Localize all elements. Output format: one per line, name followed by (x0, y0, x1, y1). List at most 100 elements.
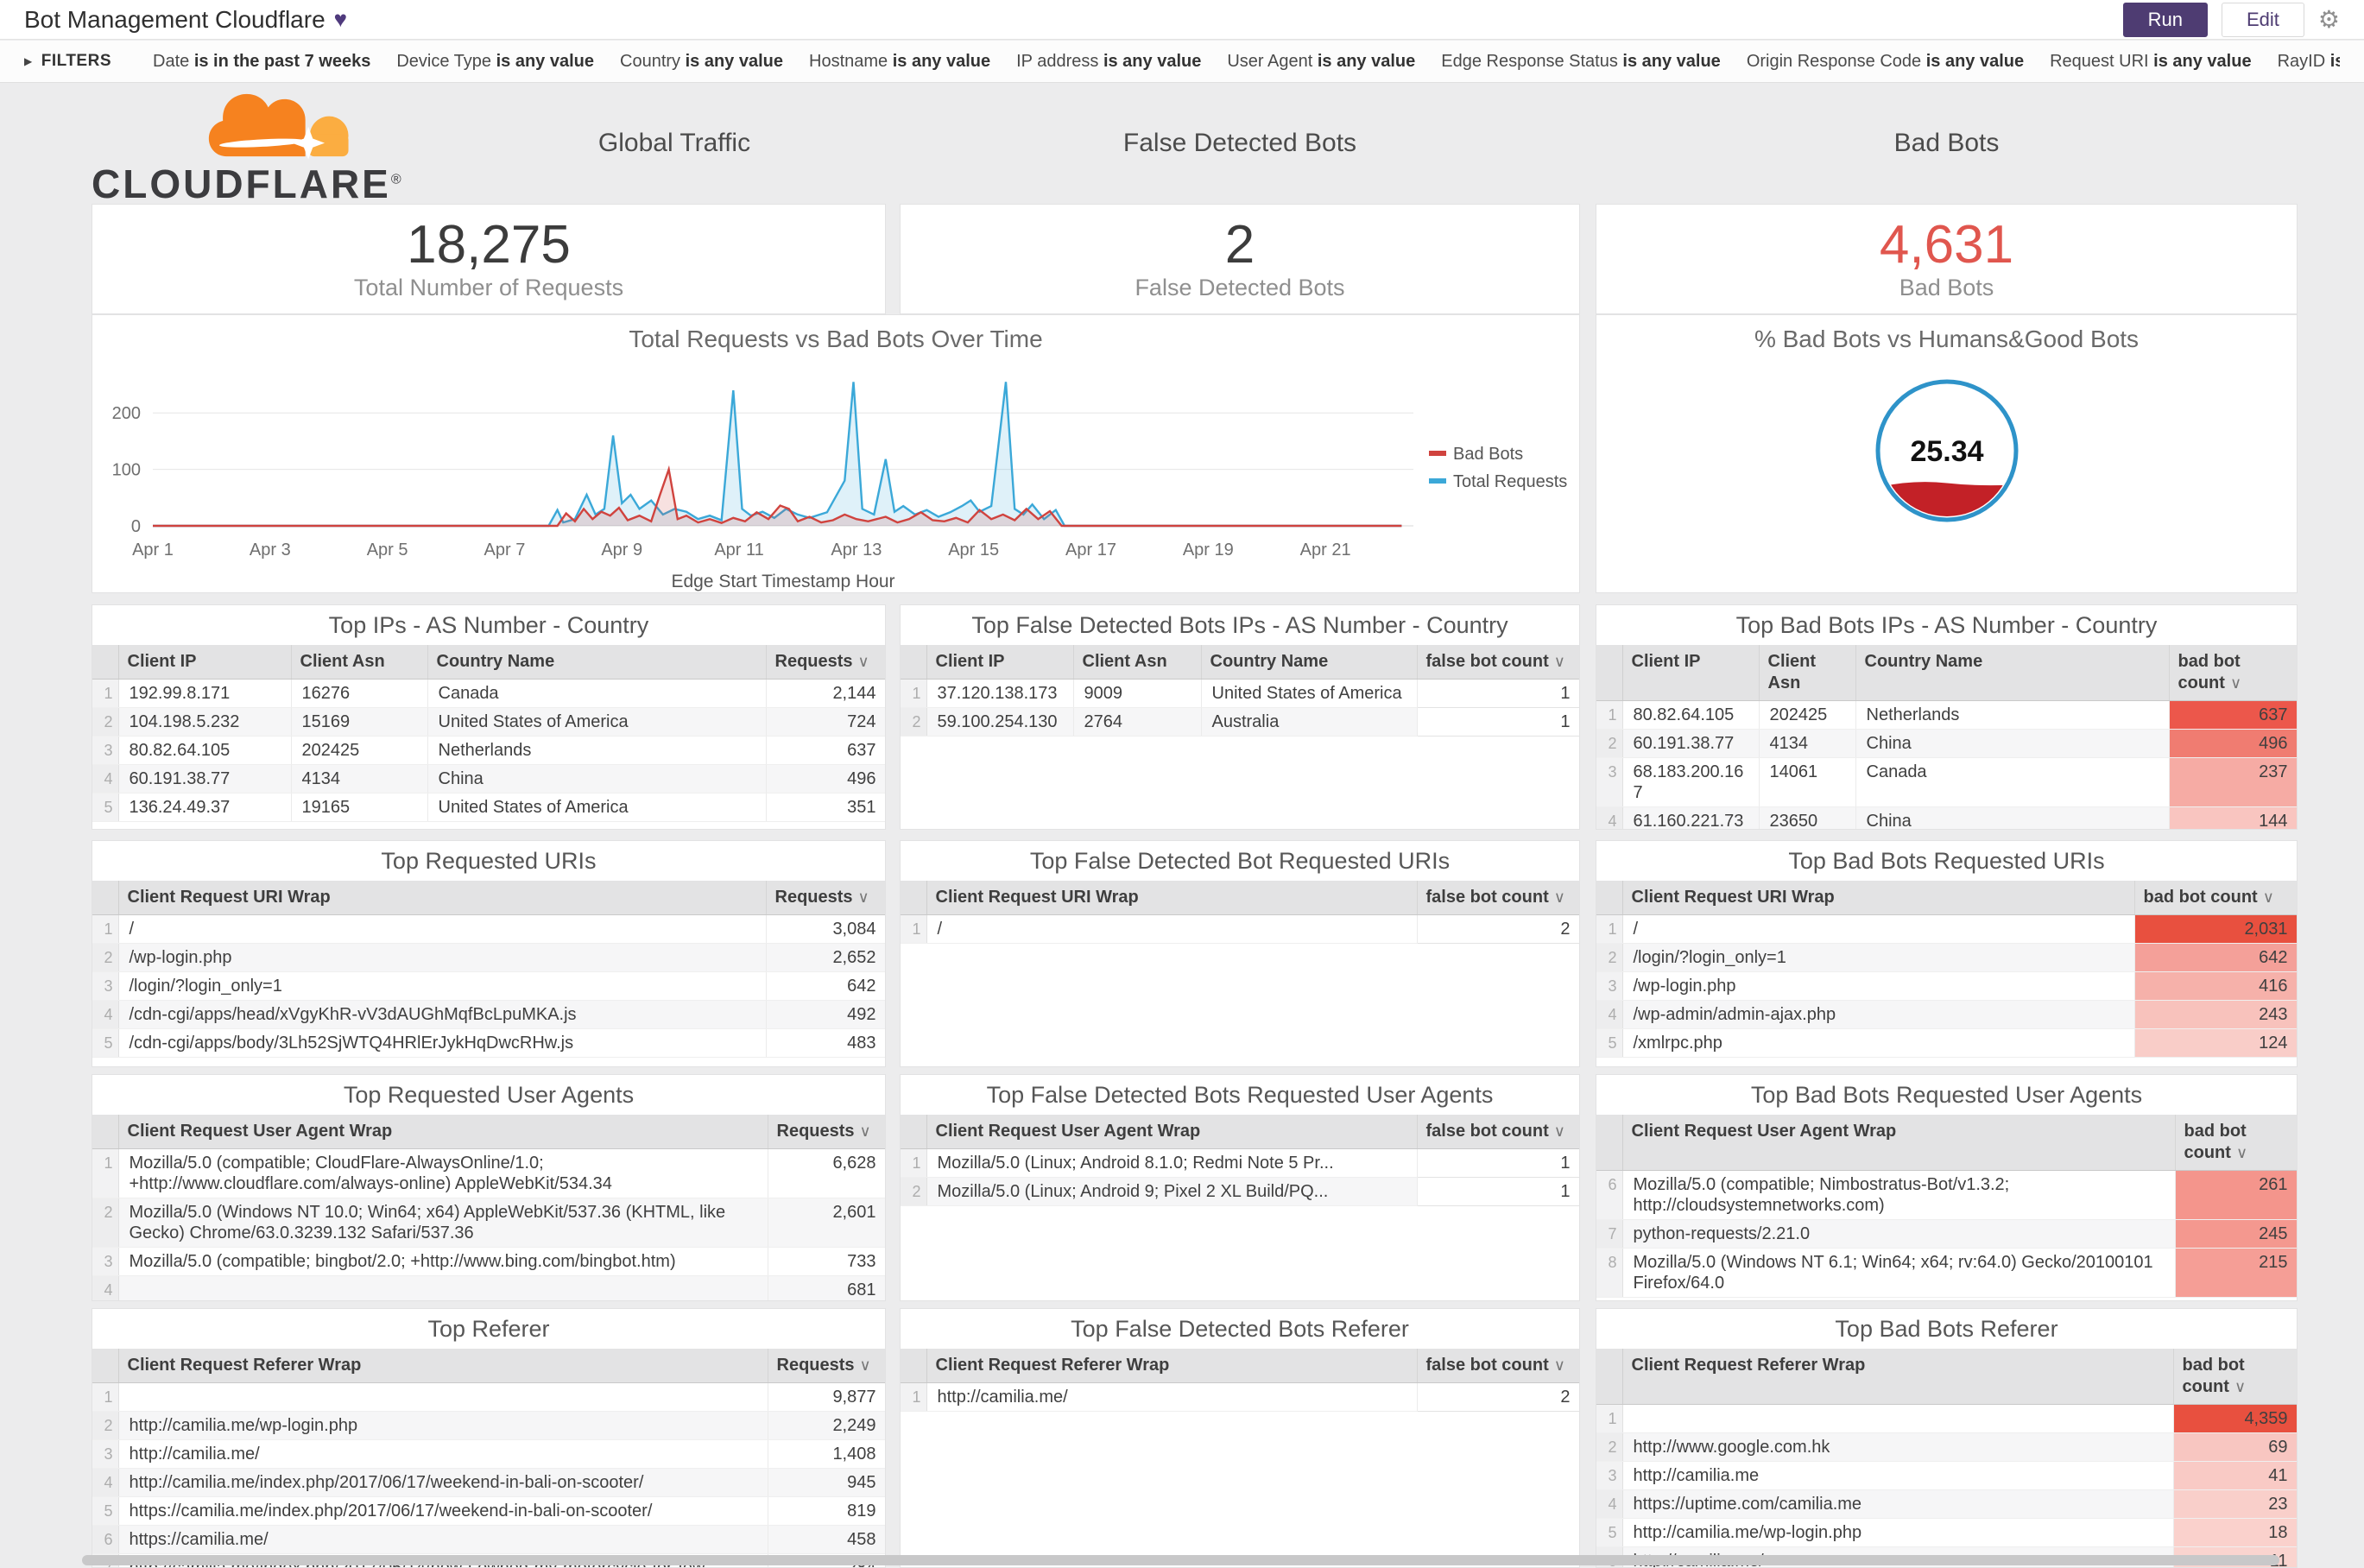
legend-label: Total Requests (1453, 472, 1567, 491)
column-header-country-name[interactable]: Country Name (1201, 645, 1418, 680)
column-header-label: false bot count (1425, 1122, 1549, 1141)
data-cell: /login/?login_only=1 (118, 971, 767, 1001)
column-header-requests[interactable]: Requests ∨ (766, 645, 885, 680)
row-number: 3 (92, 1439, 119, 1469)
column-header-country-name[interactable]: Country Name (427, 645, 767, 680)
column-header-false-bot-count[interactable]: false bot count ∨ (1417, 1349, 1579, 1383)
row-number-header (92, 881, 119, 915)
column-header-false-bot-count[interactable]: false bot count ∨ (1417, 1115, 1579, 1149)
gear-icon[interactable]: ⚙ (2317, 5, 2340, 33)
column-header-requests[interactable]: Requests ∨ (766, 881, 885, 915)
column-header-client-ip[interactable]: Client IP (1622, 645, 1760, 701)
table-title: Top Referer (427, 1316, 550, 1342)
sort-desc-icon: ∨ (857, 888, 869, 906)
x-tick-label: Apr 21 (1300, 541, 1351, 560)
data-cell (118, 1382, 768, 1412)
column-header-label: Requests (774, 888, 853, 907)
row-number: 7 (1596, 1219, 1623, 1249)
filter-item[interactable]: Request URI is any value (2050, 51, 2252, 71)
column-header-bad-bot-count[interactable]: bad bot count ∨ (2173, 1349, 2297, 1405)
filters-label: FILTERS (41, 52, 111, 70)
filter-item[interactable]: RayID is any value (2277, 51, 2340, 71)
horizontal-scrollbar[interactable] (82, 1555, 2279, 1565)
chart-title: Total Requests vs Bad Bots Over Time (629, 326, 1043, 352)
column-header-false-bot-count[interactable]: false bot count ∨ (1417, 645, 1579, 680)
filter-item[interactable]: IP address is any value (1016, 51, 1202, 71)
column-header-client-ip[interactable]: Client IP (926, 645, 1074, 680)
column-header-label: Requests (776, 1122, 855, 1141)
row-number: 4 (92, 1000, 119, 1029)
column-header-client-ip[interactable]: Client IP (118, 645, 292, 680)
count-cell: 945 (768, 1468, 885, 1497)
filter-item[interactable]: Hostname is any value (809, 51, 991, 71)
table-title: Top False Detected Bot Requested URIs (1029, 848, 1451, 874)
row-number: 1 (1596, 914, 1623, 944)
column-header-client-request-referer-wrap[interactable]: Client Request Referer Wrap (1622, 1349, 2174, 1405)
column-header-client-request-uri-wrap[interactable]: Client Request URI Wrap (926, 881, 1418, 915)
data-cell: http://camilia.me/wp-login.php (1622, 1518, 2174, 1547)
count-cell: 245 (2175, 1219, 2297, 1249)
data-cell: 202425 (1759, 700, 1856, 730)
data-table: Client Request Referer Wrap bad bot count… (1596, 1349, 2297, 1567)
table-row: 1 4,359 (1596, 1404, 2297, 1433)
table-title: Top Bad Bots IPs - AS Number - Country (1735, 612, 2158, 638)
filter-item[interactable]: Country is any value (620, 51, 783, 71)
table-top-false-detected-bots-ips: Top False Detected Bots IPs - AS Number … (900, 604, 1580, 830)
column-header-bad-bot-count[interactable]: bad bot count ∨ (2134, 881, 2297, 915)
data-cell: United States of America (427, 793, 767, 822)
count-cell: 2,249 (768, 1411, 885, 1440)
data-table: Client Request Referer Wrap false bot cou… (901, 1349, 1579, 1412)
edit-button[interactable]: Edit (2221, 2, 2304, 37)
x-axis-label: Edge Start Timestamp Hour (671, 572, 894, 591)
column-header-client-request-referer-wrap[interactable]: Client Request Referer Wrap (118, 1349, 768, 1383)
filter-item[interactable]: Date is in the past 7 weeks (153, 51, 371, 71)
x-tick-label: Apr 5 (367, 541, 408, 560)
line-chart: 0 100 200 Apr 1 Apr 3 Apr 5 Apr 7 Apr 9 Apr 11 Ap… (92, 353, 1579, 592)
column-header-false-bot-count[interactable]: false bot count ∨ (1417, 881, 1579, 915)
data-cell: / (1622, 914, 2135, 944)
row-number-header (1596, 645, 1623, 701)
count-cell: 1 (1416, 1148, 1579, 1178)
data-table: Client Request User Agent Wrap bad bot co… (1596, 1115, 2297, 1298)
bad-bots-line (153, 465, 1402, 528)
filter-item[interactable]: Origin Response Code is any value (1746, 51, 2025, 71)
column-header-requests[interactable]: Requests ∨ (768, 1349, 885, 1383)
run-button[interactable]: Run (2122, 2, 2208, 37)
count-cell: 416 (2134, 971, 2297, 1001)
column-header-bad-bot-count[interactable]: bad bot count ∨ (2169, 645, 2297, 701)
stat-card-bad-bots: 4,631 Bad Bots (1596, 204, 2298, 314)
column-header-label: Client Request User Agent Wrap (127, 1122, 393, 1141)
count-cell: 2,652 (766, 943, 885, 972)
legend-item-bad-bots[interactable]: Bad Bots (1429, 445, 1523, 464)
column-header-country-name[interactable]: Country Name (1855, 645, 2170, 701)
filter-item[interactable]: Device Type is any value (396, 51, 594, 71)
column-header-client-asn[interactable]: Client Asn (291, 645, 428, 680)
row-number: 2 (92, 1411, 119, 1440)
filters-toggle[interactable]: ▶ FILTERS (24, 52, 111, 71)
column-header-client-asn[interactable]: Client Asn (1759, 645, 1856, 701)
table-row: 1 Mozilla/5.0 (Linux; Android 8.1.0; Redm… (901, 1148, 1579, 1178)
data-table: Client Request URI Wrap bad bot count ∨ 1/2… (1596, 881, 2297, 1058)
filter-item[interactable]: Edge Response Status is any value (1441, 51, 1721, 71)
table-row: 2/login/?login_only=1 642 (1596, 943, 2297, 972)
column-header-client-request-uri-wrap[interactable]: Client Request URI Wrap (118, 881, 767, 915)
column-header-client-request-user-agent-wrap[interactable]: Client Request User Agent Wrap (1622, 1115, 2176, 1171)
data-cell: Mozilla/5.0 (Linux; Android 9; Pixel 2 X… (926, 1177, 1418, 1206)
legend-item-total-requests[interactable]: Total Requests (1429, 472, 1567, 491)
column-header-bad-bot-count[interactable]: bad bot count ∨ (2175, 1115, 2297, 1171)
data-table: Client Request URI Wrap Requests ∨ 1/3,084 2… (92, 881, 885, 1058)
filter-item[interactable]: User Agent is any value (1227, 51, 1416, 71)
column-header-client-request-user-agent-wrap[interactable]: Client Request User Agent Wrap (926, 1115, 1418, 1149)
column-header-client-request-referer-wrap[interactable]: Client Request Referer Wrap (926, 1349, 1418, 1383)
count-cell: 18 (2173, 1518, 2297, 1547)
count-cell: 2,144 (766, 679, 885, 708)
count-cell: 2 (1416, 914, 1579, 944)
total-requests-label: Total Number of Requests (353, 275, 624, 301)
column-header-client-asn[interactable]: Client Asn (1073, 645, 1202, 680)
column-header-client-request-uri-wrap[interactable]: Client Request URI Wrap (1622, 881, 2135, 915)
row-number-header (92, 645, 119, 680)
column-header-requests[interactable]: Requests ∨ (768, 1115, 885, 1149)
count-cell: 237 (2169, 757, 2297, 807)
column-header-client-request-user-agent-wrap[interactable]: Client Request User Agent Wrap (118, 1115, 768, 1149)
count-cell: 681 (768, 1275, 885, 1300)
